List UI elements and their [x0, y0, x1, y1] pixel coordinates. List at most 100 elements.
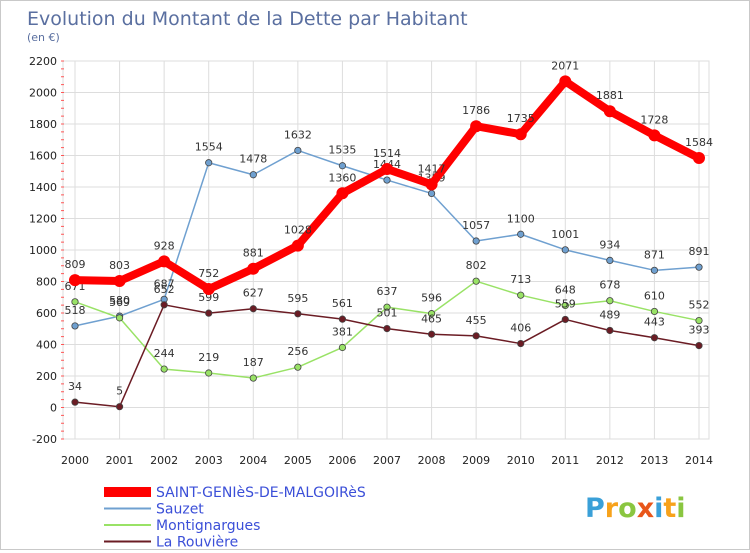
logo-letter: i	[676, 493, 685, 524]
grid	[62, 60, 710, 440]
data-label: 2071	[551, 59, 579, 72]
data-point	[383, 176, 391, 184]
data-label: 34	[68, 380, 82, 393]
data-label: 1028	[284, 224, 312, 237]
data-label: 1478	[239, 153, 267, 166]
logo-letter: i	[654, 493, 663, 524]
data-point	[650, 334, 659, 342]
chart-subtitle: (en €)	[27, 31, 60, 44]
x-tick-label: 2007	[373, 454, 401, 467]
data-point	[383, 324, 391, 333]
data-point	[115, 314, 124, 322]
data-label: 802	[466, 259, 487, 272]
y-tick-label: 600	[36, 307, 57, 320]
data-point	[160, 365, 168, 373]
data-point	[247, 262, 260, 275]
logo-letter: P	[585, 493, 605, 524]
data-label: 552	[689, 299, 710, 312]
data-point	[693, 152, 705, 165]
y-tick-label: 1800	[29, 118, 57, 131]
x-tick-label: 2005	[284, 454, 312, 467]
data-point	[115, 403, 124, 411]
data-label: 187	[243, 356, 264, 369]
y-tick-label: 1000	[29, 244, 57, 257]
data-point	[517, 230, 525, 238]
data-label: 1632	[284, 128, 312, 141]
data-point	[205, 369, 213, 377]
x-tick-label: 2013	[640, 454, 668, 467]
x-tick-label: 2004	[239, 454, 267, 467]
series-3: 34 5 652 599 627 595 561 501 465 455 406 559 489 443 3…	[68, 283, 710, 411]
data-label: 559	[555, 297, 576, 310]
data-label: 1100	[507, 212, 535, 225]
data-label: 501	[377, 307, 398, 320]
data-point	[205, 309, 213, 317]
data-point	[249, 171, 257, 179]
data-label: 595	[287, 292, 308, 305]
data-label: 637	[377, 285, 398, 298]
data-label: 1514	[373, 147, 401, 160]
data-point	[695, 263, 703, 271]
x-tick-label: 2014	[685, 454, 713, 467]
legend-entry: Sauzet	[156, 502, 204, 518]
data-label: 1881	[596, 89, 624, 102]
x-tick-label: 2006	[328, 454, 356, 467]
data-point	[69, 274, 81, 287]
series-1: 5185806871554147816321535144413591057110…	[65, 128, 710, 330]
data-label: 1535	[328, 144, 356, 157]
data-point	[158, 255, 171, 268]
data-point	[160, 301, 168, 309]
x-tick-label: 2001	[106, 454, 134, 467]
data-point	[648, 129, 661, 142]
y-tick-label: 1600	[29, 150, 57, 163]
data-point	[650, 266, 659, 274]
data-label: 1554	[195, 141, 223, 154]
data-point	[294, 363, 302, 371]
legend-entry: SAINT-GENIèS-DE-MALGOIRèS	[156, 485, 366, 501]
logo-letter: o	[618, 493, 637, 524]
data-label: 244	[154, 347, 175, 360]
series-group: 5185806871554147816321535144413591057110…	[65, 59, 713, 411]
data-label: 803	[109, 259, 130, 272]
data-point	[338, 315, 347, 323]
y-tick-label: 1400	[29, 181, 57, 194]
data-label: 443	[644, 316, 665, 329]
data-label: 928	[154, 239, 175, 252]
data-label: 1584	[685, 136, 713, 149]
legend: SAINT-GENIèS-DE-MALGOIRèSSauzetMontignar…	[104, 485, 366, 551]
data-label: 465	[421, 312, 442, 325]
y-tick-label: 0	[50, 402, 57, 415]
data-label: 871	[644, 248, 665, 261]
data-label: 599	[198, 291, 219, 304]
data-point	[113, 275, 126, 288]
data-point	[291, 239, 304, 252]
x-tick-label: 2012	[596, 454, 624, 467]
data-point	[71, 322, 79, 330]
data-point	[425, 178, 438, 191]
proxiti-logo: Proxiti	[585, 493, 686, 524]
data-point	[338, 162, 347, 170]
data-label: 393	[689, 324, 710, 337]
y-tick-label: -200	[32, 433, 57, 446]
x-axis: 2000 2001 2002 2003 2004 2005 2006 2007 2008 2009…	[61, 454, 713, 467]
data-point	[71, 298, 79, 306]
x-tick-label: 2008	[418, 454, 446, 467]
data-label: 752	[198, 267, 219, 280]
logo-letter: r	[605, 493, 619, 524]
data-label: 1735	[507, 112, 535, 125]
data-label: 455	[466, 314, 487, 327]
data-point	[559, 75, 572, 88]
data-point	[603, 105, 616, 118]
x-tick-label: 2002	[150, 454, 178, 467]
x-tick-label: 2010	[507, 454, 535, 467]
legend-entry: Montignargues	[156, 518, 260, 534]
data-label: 489	[599, 308, 620, 321]
data-label: 713	[510, 273, 531, 286]
data-point	[561, 315, 569, 324]
x-tick-label: 2009	[462, 454, 490, 467]
data-label: 678	[599, 279, 620, 292]
data-label: 406	[510, 322, 531, 335]
data-label: 687	[154, 277, 175, 290]
